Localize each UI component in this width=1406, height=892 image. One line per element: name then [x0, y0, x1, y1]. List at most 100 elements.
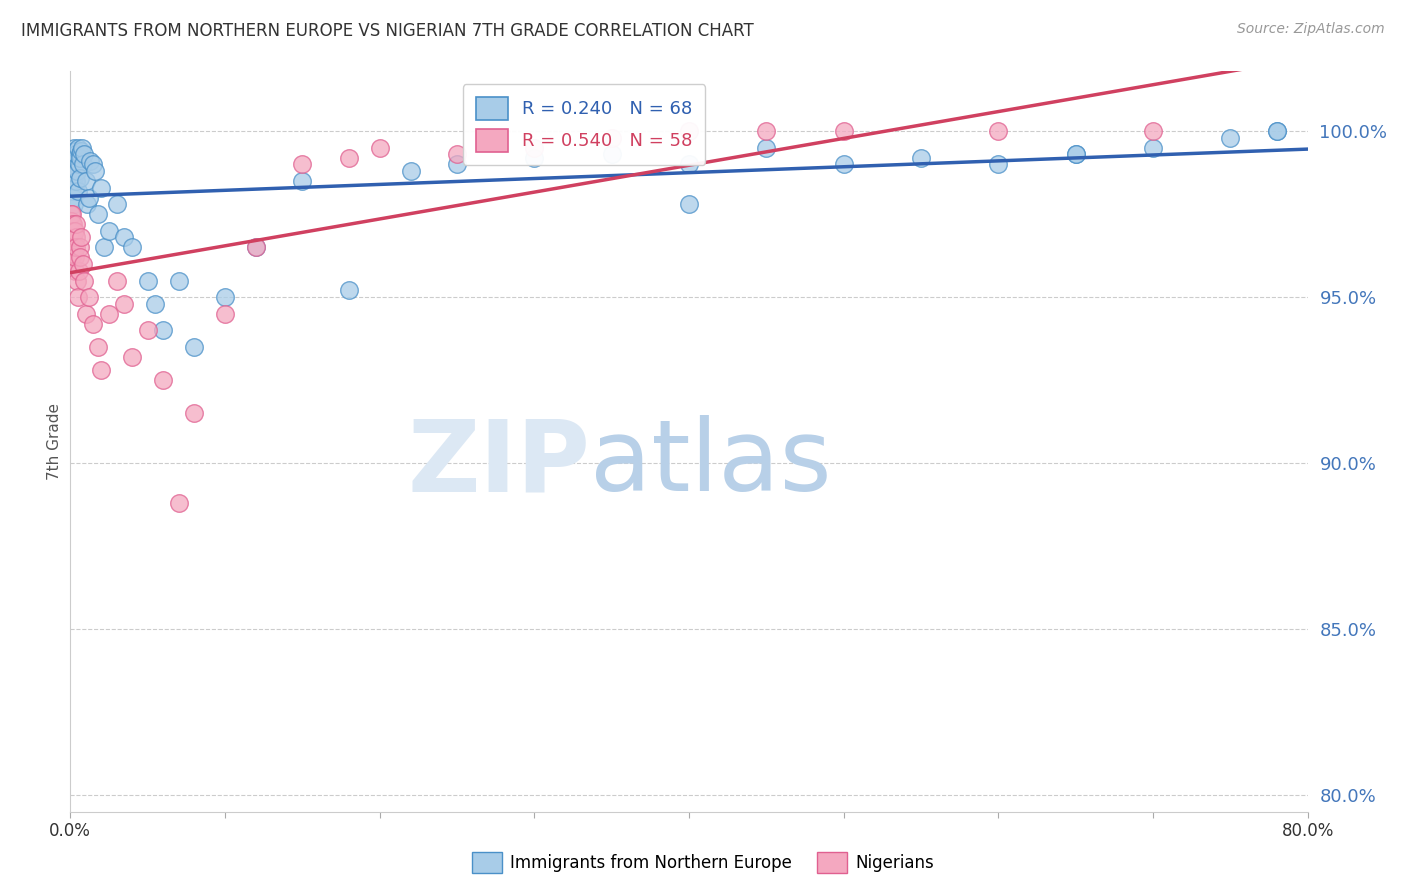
Point: [82, 157, 105, 171]
Point: [63, 141, 86, 155]
Point: [76, 197, 98, 211]
Point: [69, 170, 91, 185]
Point: [523, 141, 546, 155]
Point: [145, 297, 166, 311]
Point: [67, 157, 90, 171]
Point: [90, 180, 112, 194]
Point: [678, 157, 700, 171]
Point: [60, 230, 83, 244]
Point: [62, 240, 84, 254]
Point: [136, 273, 159, 287]
Point: [63, 161, 86, 175]
Point: [60, 207, 83, 221]
Point: [67, 141, 90, 155]
Point: [59, 207, 82, 221]
Point: [65, 240, 87, 254]
Point: [60, 184, 83, 198]
Point: [62, 230, 84, 244]
Point: [600, 130, 623, 145]
Point: [105, 197, 128, 211]
Point: [245, 240, 267, 254]
Point: [60, 230, 83, 244]
Point: [63, 197, 86, 211]
Point: [87, 207, 110, 221]
Point: [245, 240, 267, 254]
Point: [214, 290, 236, 304]
Point: [114, 297, 135, 311]
Point: [65, 230, 87, 244]
Point: [832, 157, 855, 171]
Point: [62, 217, 84, 231]
Legend: Immigrants from Northern Europe, Nigerians: Immigrants from Northern Europe, Nigeria…: [465, 846, 941, 880]
Text: Source: ZipAtlas.com: Source: ZipAtlas.com: [1237, 22, 1385, 37]
Point: [62, 247, 84, 261]
Point: [60, 207, 83, 221]
Point: [1142, 141, 1164, 155]
Point: [167, 273, 190, 287]
Point: [214, 307, 236, 321]
Point: [60, 257, 83, 271]
Point: [62, 151, 84, 165]
Point: [60, 240, 83, 254]
Point: [69, 151, 91, 165]
Point: [63, 157, 86, 171]
Point: [82, 317, 105, 331]
Point: [63, 250, 86, 264]
Point: [65, 147, 87, 161]
Point: [136, 323, 159, 337]
Point: [152, 323, 174, 337]
Point: [69, 240, 91, 254]
Point: [114, 230, 135, 244]
Point: [60, 164, 83, 178]
Point: [1265, 124, 1288, 138]
Point: [1064, 147, 1087, 161]
Point: [121, 350, 143, 364]
Point: [65, 153, 87, 168]
Point: [65, 217, 87, 231]
Point: [167, 496, 190, 510]
Point: [72, 257, 94, 271]
Point: [152, 373, 174, 387]
Point: [678, 197, 700, 211]
Point: [63, 263, 86, 277]
Point: [63, 180, 86, 194]
Point: [755, 124, 778, 138]
Point: [73, 273, 96, 287]
Y-axis label: 7th Grade: 7th Grade: [46, 403, 62, 480]
Text: atlas: atlas: [591, 416, 831, 512]
Legend: R = 0.240   N = 68, R = 0.540   N = 58: R = 0.240 N = 68, R = 0.540 N = 58: [463, 84, 706, 165]
Point: [70, 144, 93, 158]
Point: [90, 363, 112, 377]
Point: [75, 307, 97, 321]
Point: [62, 153, 84, 168]
Point: [75, 174, 97, 188]
Point: [77, 190, 100, 204]
Point: [69, 147, 91, 161]
Point: [1142, 124, 1164, 138]
Point: [66, 164, 89, 178]
Point: [98, 224, 120, 238]
Point: [183, 406, 205, 420]
Point: [399, 164, 422, 178]
Point: [523, 151, 546, 165]
Point: [69, 250, 91, 264]
Point: [72, 157, 94, 171]
Point: [600, 147, 623, 161]
Text: IMMIGRANTS FROM NORTHERN EUROPE VS NIGERIAN 7TH GRADE CORRELATION CHART: IMMIGRANTS FROM NORTHERN EUROPE VS NIGER…: [21, 22, 754, 40]
Point: [60, 213, 83, 227]
Point: [98, 307, 120, 321]
Point: [60, 224, 83, 238]
Text: ZIP: ZIP: [408, 416, 591, 512]
Point: [987, 157, 1010, 171]
Point: [70, 141, 93, 155]
Point: [62, 147, 84, 161]
Point: [446, 147, 468, 161]
Point: [105, 273, 128, 287]
Point: [291, 174, 314, 188]
Point: [337, 151, 360, 165]
Point: [59, 224, 82, 238]
Point: [368, 141, 391, 155]
Point: [65, 167, 87, 181]
Point: [67, 184, 90, 198]
Point: [1064, 147, 1087, 161]
